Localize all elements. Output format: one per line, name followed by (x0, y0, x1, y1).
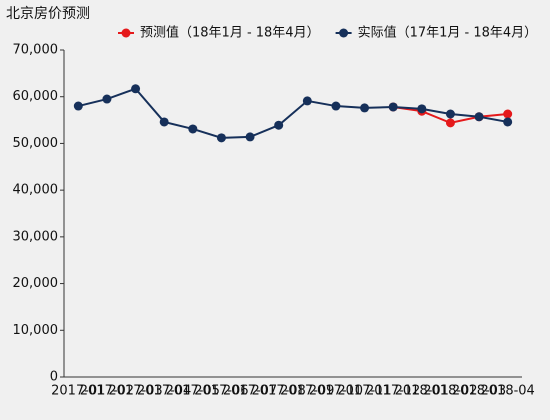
data-point (216, 133, 226, 143)
data-point (245, 132, 255, 142)
data-point (360, 103, 370, 113)
data-point (131, 84, 141, 94)
data-point (102, 94, 112, 104)
data-point (445, 118, 455, 128)
y-tick-label: 10,000 (13, 323, 59, 338)
y-tick-label: 40,000 (13, 183, 59, 198)
data-point (274, 120, 284, 130)
y-tick-label: 50,000 (13, 136, 59, 151)
data-point (73, 101, 83, 111)
x-tick-label: 2017-07 (223, 384, 277, 399)
x-tick-label: 2017-05 (166, 384, 220, 399)
y-tick-label: 20,000 (13, 276, 59, 291)
data-point (159, 117, 169, 127)
y-tick-label: 0 (50, 370, 58, 385)
data-point (331, 101, 341, 111)
y-tick-label: 30,000 (13, 229, 59, 244)
y-tick-label: 60,000 (13, 89, 59, 104)
data-point (474, 112, 484, 122)
x-tick-label: 2017-08 (252, 384, 306, 399)
legend-marker (121, 28, 131, 38)
x-tick-label: 2018-03 (452, 384, 506, 399)
legend-label: 预测值（18年1月 - 18年4月） (140, 25, 320, 41)
data-point (388, 102, 398, 112)
x-tick-label: 2017-09 (280, 384, 334, 399)
x-tick-label: 2017-11 (337, 384, 391, 399)
data-point (503, 117, 513, 127)
x-tick-label: 2017-04 (137, 384, 191, 399)
data-point (417, 104, 427, 114)
chart-title: 北京房价预测 (6, 6, 90, 22)
x-tick-label: 2017-01 (51, 384, 105, 399)
x-tick-label: 2017-10 (309, 384, 363, 399)
data-point (445, 109, 455, 119)
series-line (78, 87, 508, 139)
x-tick-label: 2018-01 (395, 384, 449, 399)
x-tick-label: 2017-12 (366, 384, 420, 399)
x-tick-label: 2018-04 (481, 384, 535, 399)
y-tick-label: 70,000 (13, 43, 59, 58)
data-point (188, 124, 198, 134)
x-tick-label: 2018-02 (423, 384, 477, 399)
x-tick-label: 2017-02 (80, 384, 134, 399)
legend-marker (339, 28, 349, 38)
x-tick-label: 2017-06 (194, 384, 248, 399)
data-point (503, 109, 513, 119)
data-point (302, 96, 312, 106)
legend-label: 实际值（17年1月 - 18年4月） (358, 25, 538, 41)
x-tick-label: 2017-03 (108, 384, 162, 399)
